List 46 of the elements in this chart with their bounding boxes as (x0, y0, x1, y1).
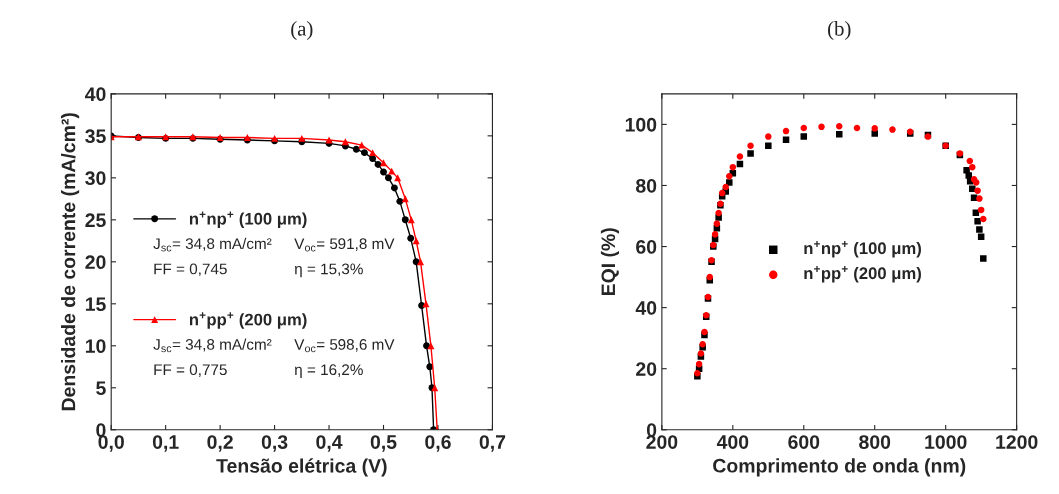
x-tick-label: 0,3 (261, 435, 288, 452)
annotation: V$_{oc}$= 598,6 mV (294, 339, 395, 353)
y-tick-label: 20 (636, 362, 657, 376)
annotation: V$_{oc}$= 591,8 mV (294, 238, 395, 252)
y-axis-title: EQI (%) (600, 228, 620, 296)
annotation: J$_{sc}$= 34,8 mA/cm² (153, 338, 272, 353)
x-tick-label: 0,0 (98, 435, 124, 452)
y-tick-label: 60 (636, 240, 657, 254)
y-tick-label: 80 (636, 178, 657, 193)
x-tick-label: 0,7 (479, 435, 506, 452)
x-tick-label: 200 (646, 435, 678, 449)
y-tick-label: 5 (96, 381, 106, 396)
x-tick-label: 0,1 (152, 435, 179, 452)
y-tick-label: 20 (85, 255, 106, 270)
annotation: η = 15,3% (294, 263, 363, 278)
legend-label: n$^{+}$np$^{+}$ (100 μm) (804, 240, 921, 258)
annotation: FF = 0,775 (154, 364, 227, 377)
x-tick-label: 1200 (996, 435, 1038, 449)
y-tick-label: 25 (85, 213, 106, 228)
annotation: η = 16,2% (294, 364, 363, 379)
legend-label: n$^{+}$pp$^{+}$ (200 μm) (804, 265, 921, 283)
annotation: FF = 0,745 (154, 263, 227, 277)
y-tick-label: 15 (85, 297, 106, 312)
x-tick-label: 600 (788, 435, 820, 449)
x-axis-title: Tensão elétrica (V) (216, 458, 387, 477)
y-tick-label: 35 (85, 129, 106, 144)
x-tick-label: 0,4 (316, 435, 343, 452)
y-tick-label: 0 (96, 423, 106, 438)
y-axis-title: Densidade de corrente (mA/cm²) (61, 113, 80, 411)
x-tick-label: 1000 (925, 435, 967, 449)
chart-title: (a) (291, 21, 313, 40)
y-tick-label: 30 (85, 171, 106, 186)
x-tick-label: 400 (716, 435, 749, 449)
legend-label: n$^{+}$np$^{+}$ (100 μm) (189, 211, 307, 228)
x-tick-label: 0,6 (425, 435, 451, 452)
legend-label: n$^{+}$pp$^{+}$ (200 μm) (189, 312, 307, 329)
x-tick-label: 800 (859, 435, 891, 449)
annotation: J$_{sc}$= 34,8 mA/cm² (153, 237, 272, 252)
chart-title: (b) (828, 21, 851, 40)
x-axis-title: Comprimento de onda (nm) (713, 458, 966, 477)
y-tick-label: 40 (85, 87, 106, 102)
x-tick-label: 0,5 (370, 435, 397, 452)
y-tick-label: 40 (635, 301, 657, 315)
y-tick-label: 100 (625, 117, 657, 132)
x-tick-label: 0,2 (207, 435, 233, 452)
y-tick-label: 10 (85, 339, 106, 354)
